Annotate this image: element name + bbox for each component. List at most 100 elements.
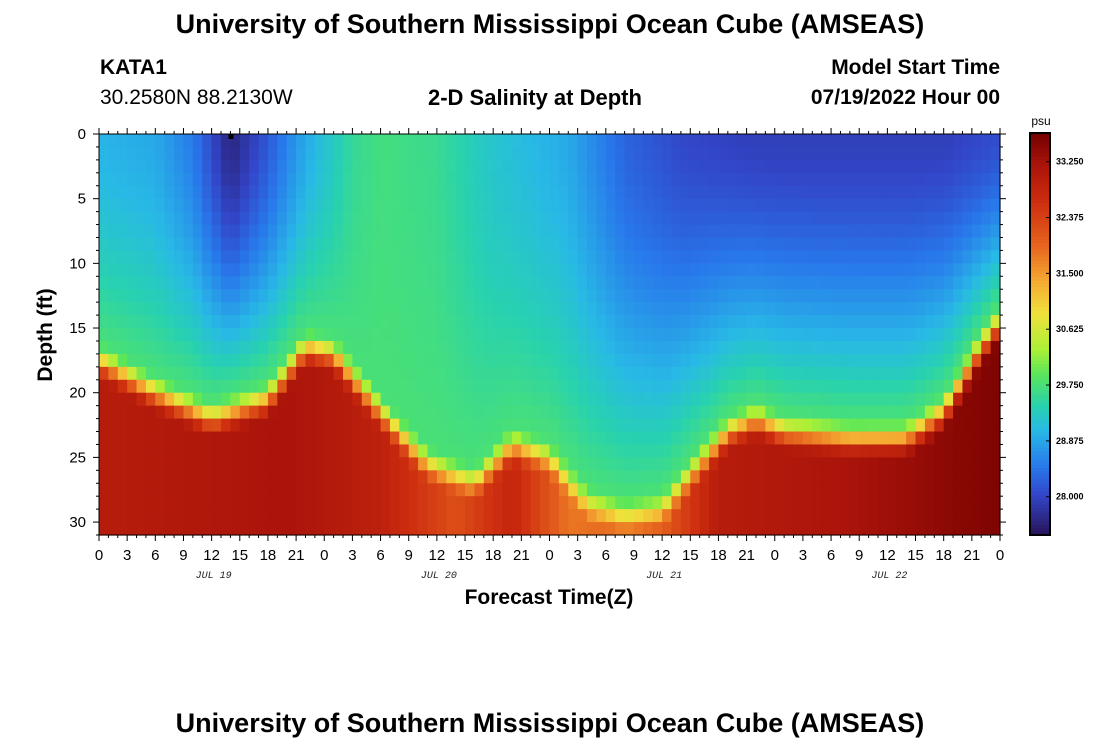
heatmap-cell: [577, 457, 588, 471]
heatmap-cell: [352, 224, 363, 239]
heatmap-cell: [418, 509, 429, 523]
heatmap-cell: [699, 328, 710, 342]
heatmap-cell: [877, 315, 888, 329]
heatmap-cell: [389, 250, 400, 264]
heatmap-cell: [802, 522, 813, 536]
heatmap-cell: [211, 483, 222, 497]
heatmap-cell: [540, 172, 551, 187]
heatmap-cell: [286, 315, 297, 329]
heatmap-cell: [145, 509, 156, 523]
page-title: University of Southern Mississippi Ocean…: [175, 9, 925, 39]
heatmap-cell: [849, 250, 860, 264]
heatmap-cell: [239, 302, 250, 316]
heatmap-cell: [633, 496, 644, 510]
heatmap-cell: [990, 198, 1001, 213]
heatmap-cell: [511, 431, 522, 446]
heatmap-cell: [765, 353, 776, 368]
heatmap-cell: [446, 211, 457, 226]
heatmap-cell: [784, 522, 795, 536]
heatmap-cell: [652, 134, 663, 148]
heatmap-cell: [596, 302, 607, 316]
heatmap-cell: [765, 250, 776, 264]
heatmap-cell: [427, 289, 438, 303]
heatmap-cell: [718, 444, 729, 458]
heatmap-cell: [361, 263, 372, 277]
heatmap-cell: [737, 211, 748, 226]
heatmap-cell: [474, 134, 485, 148]
heatmap-cell: [577, 418, 588, 433]
heatmap-cell: [652, 250, 663, 264]
heatmap-cell: [558, 185, 569, 200]
heatmap-cell: [99, 392, 109, 407]
heatmap-cell: [465, 134, 476, 148]
heatmap-cell: [953, 315, 964, 329]
heatmap-cell: [361, 185, 372, 200]
heatmap-cell: [521, 509, 532, 523]
heatmap-cell: [530, 328, 541, 342]
heatmap-cell: [286, 470, 297, 484]
heatmap-cell: [990, 340, 1001, 355]
heatmap-cell: [211, 366, 222, 381]
heatmap-cell: [896, 276, 907, 290]
colorbar-segment: [1030, 173, 1050, 178]
heatmap-cell: [568, 146, 579, 161]
heatmap-cell: [680, 198, 691, 213]
heatmap-cell: [540, 509, 551, 523]
heatmap-cell: [314, 211, 325, 226]
heatmap-cell: [774, 483, 785, 497]
heatmap-cell: [174, 340, 185, 355]
heatmap-cell: [896, 431, 907, 446]
heatmap-cell: [877, 392, 888, 407]
heatmap-cell: [774, 405, 785, 420]
heatmap-cell: [615, 509, 626, 523]
heatmap-cell: [840, 483, 851, 497]
heatmap-cell: [343, 224, 354, 239]
heatmap-cell: [727, 340, 738, 355]
heatmap-cell: [192, 198, 203, 213]
heatmap-cell: [305, 289, 316, 303]
heatmap-cell: [568, 263, 579, 277]
heatmap-cell: [164, 522, 175, 536]
heatmap-cell: [746, 483, 757, 497]
heatmap-cell: [755, 302, 766, 316]
heatmap-cell: [164, 392, 175, 407]
heatmap-cell: [211, 146, 222, 161]
heatmap-cell: [192, 444, 203, 458]
heatmap-cell: [577, 159, 588, 174]
colorbar-segment: [1030, 334, 1050, 338]
heatmap-cell: [690, 457, 701, 471]
heatmap-cell: [530, 431, 541, 446]
heatmap-cell: [831, 211, 842, 226]
colorbar-segment: [1030, 364, 1050, 369]
heatmap-cell: [333, 522, 344, 536]
heatmap-cell: [859, 392, 870, 407]
heatmap-cell: [474, 276, 485, 290]
x-tick-label: 3: [799, 547, 807, 564]
heatmap-cell: [267, 340, 278, 355]
heatmap-cell: [155, 392, 166, 407]
heatmap-cell: [633, 522, 644, 536]
heatmap-cell: [802, 340, 813, 355]
heatmap-cell: [924, 198, 935, 213]
heatmap-cell: [784, 289, 795, 303]
colorbar-segment: [1030, 250, 1050, 255]
heatmap-cell: [859, 263, 870, 277]
heatmap-cell: [474, 146, 485, 161]
heatmap-cell: [990, 289, 1001, 303]
heatmap-cell: [333, 289, 344, 303]
heatmap-cell: [399, 250, 410, 264]
heatmap-cell: [343, 263, 354, 277]
heatmap-cell: [408, 159, 419, 174]
heatmap-cell: [971, 263, 982, 277]
heatmap-cell: [971, 198, 982, 213]
chart-subtitle: 2-D Salinity at Depth: [428, 85, 642, 110]
heatmap-cell: [221, 522, 231, 536]
heatmap-cell: [671, 470, 682, 484]
heatmap-cell: [718, 457, 729, 471]
heatmap-cell: [314, 470, 325, 484]
heatmap-cell: [943, 470, 954, 484]
heatmap-cell: [643, 211, 654, 226]
heatmap-cell: [474, 224, 485, 239]
heatmap-cell: [267, 224, 278, 239]
heatmap-cell: [540, 522, 551, 536]
